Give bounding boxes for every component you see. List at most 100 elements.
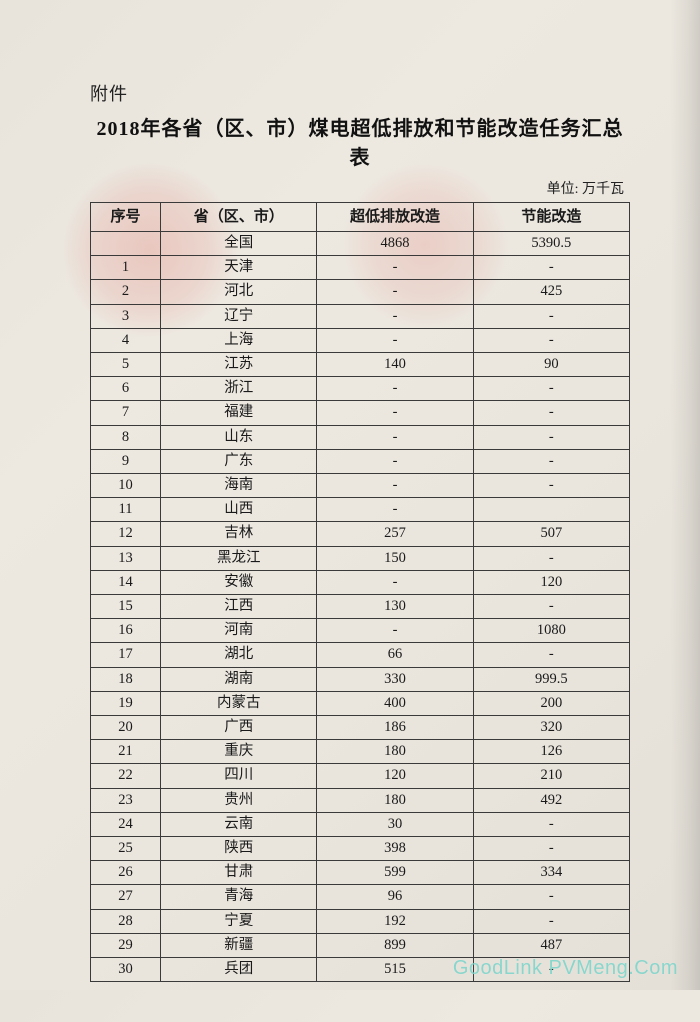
cell-ultralow: 400 xyxy=(317,691,473,715)
cell-province: 江西 xyxy=(161,595,317,619)
cell-energy: - xyxy=(473,449,629,473)
cell-ultralow: - xyxy=(317,304,473,328)
table-row: 5江苏14090 xyxy=(91,353,630,377)
table-row: 12吉林257507 xyxy=(91,522,630,546)
cell-energy: - xyxy=(473,304,629,328)
data-table: 序号 省（区、市） 超低排放改造 节能改造 全国48685390.51天津--2… xyxy=(90,202,630,982)
cell-index: 25 xyxy=(91,837,161,861)
cell-index: 30 xyxy=(91,958,161,982)
cell-ultralow: - xyxy=(317,619,473,643)
cell-index: 4 xyxy=(91,328,161,352)
cell-index: 13 xyxy=(91,546,161,570)
table-row: 7福建-- xyxy=(91,401,630,425)
cell-ultralow: - xyxy=(317,328,473,352)
cell-index: 23 xyxy=(91,788,161,812)
table-row: 11山西- xyxy=(91,498,630,522)
cell-province: 贵州 xyxy=(161,788,317,812)
cell-ultralow: - xyxy=(317,474,473,498)
cell-province: 福建 xyxy=(161,401,317,425)
cell-index: 8 xyxy=(91,425,161,449)
table-row: 20广西186320 xyxy=(91,716,630,740)
cell-index: 22 xyxy=(91,764,161,788)
cell-energy: 90 xyxy=(473,353,629,377)
cell-ultralow: 192 xyxy=(317,909,473,933)
table-row: 10海南-- xyxy=(91,474,630,498)
cell-province: 宁夏 xyxy=(161,909,317,933)
cell-energy: - xyxy=(473,837,629,861)
table-row: 25陕西398- xyxy=(91,837,630,861)
table-row: 8山东-- xyxy=(91,425,630,449)
cell-ultralow: - xyxy=(317,401,473,425)
cell-ultralow: 30 xyxy=(317,812,473,836)
table-row: 13黑龙江150- xyxy=(91,546,630,570)
cell-energy: - xyxy=(473,474,629,498)
cell-province: 青海 xyxy=(161,885,317,909)
cell-province: 内蒙古 xyxy=(161,691,317,715)
cell-index: 16 xyxy=(91,619,161,643)
cell-energy: - xyxy=(473,909,629,933)
cell-ultralow: - xyxy=(317,256,473,280)
cell-province: 山西 xyxy=(161,498,317,522)
cell-province: 兵团 xyxy=(161,958,317,982)
cell-index: 28 xyxy=(91,909,161,933)
cell-ultralow: 150 xyxy=(317,546,473,570)
cell-energy: - xyxy=(473,643,629,667)
cell-energy: - xyxy=(473,401,629,425)
cell-index: 17 xyxy=(91,643,161,667)
cell-province: 江苏 xyxy=(161,353,317,377)
cell-province: 浙江 xyxy=(161,377,317,401)
table-row: 2河北-425 xyxy=(91,280,630,304)
cell-province: 全国 xyxy=(161,232,317,256)
cell-index: 3 xyxy=(91,304,161,328)
cell-ultralow: 186 xyxy=(317,716,473,740)
table-row: 15江西130- xyxy=(91,595,630,619)
cell-energy: 126 xyxy=(473,740,629,764)
cell-ultralow: 180 xyxy=(317,788,473,812)
cell-province: 安徽 xyxy=(161,570,317,594)
cell-ultralow: 120 xyxy=(317,764,473,788)
cell-index: 19 xyxy=(91,691,161,715)
cell-ultralow: 180 xyxy=(317,740,473,764)
document-page: 附件 2018年各省（区、市）煤电超低排放和节能改造任务汇总表 单位: 万千瓦 … xyxy=(0,0,700,1022)
table-row: 27青海96- xyxy=(91,885,630,909)
cell-province: 新疆 xyxy=(161,933,317,957)
cell-province: 上海 xyxy=(161,328,317,352)
col-header-ultralow: 超低排放改造 xyxy=(317,203,473,232)
cell-energy: 210 xyxy=(473,764,629,788)
cell-province: 辽宁 xyxy=(161,304,317,328)
cell-ultralow: - xyxy=(317,377,473,401)
cell-energy: 5390.5 xyxy=(473,232,629,256)
cell-energy: 334 xyxy=(473,861,629,885)
cell-index: 18 xyxy=(91,667,161,691)
cell-ultralow: 330 xyxy=(317,667,473,691)
table-row: 16河南-1080 xyxy=(91,619,630,643)
attachment-label: 附件 xyxy=(90,80,630,106)
cell-province: 广西 xyxy=(161,716,317,740)
cell-energy xyxy=(473,498,629,522)
table-row: 23贵州180492 xyxy=(91,788,630,812)
cell-ultralow: 66 xyxy=(317,643,473,667)
cell-index: 14 xyxy=(91,570,161,594)
cell-index: 24 xyxy=(91,812,161,836)
cell-index: 20 xyxy=(91,716,161,740)
cell-energy: 320 xyxy=(473,716,629,740)
cell-index: 7 xyxy=(91,401,161,425)
cell-energy: 120 xyxy=(473,570,629,594)
cell-index: 10 xyxy=(91,474,161,498)
table-row: 3辽宁-- xyxy=(91,304,630,328)
cell-energy: 487 xyxy=(473,933,629,957)
col-header-energy: 节能改造 xyxy=(473,203,629,232)
cell-index: 26 xyxy=(91,861,161,885)
cell-energy: - xyxy=(473,885,629,909)
cell-index: 6 xyxy=(91,377,161,401)
table-row: 6浙江-- xyxy=(91,377,630,401)
table-row: 28宁夏192- xyxy=(91,909,630,933)
cell-ultralow: - xyxy=(317,449,473,473)
cell-index: 9 xyxy=(91,449,161,473)
cell-energy: - xyxy=(473,328,629,352)
cell-energy: - xyxy=(473,546,629,570)
cell-energy: 507 xyxy=(473,522,629,546)
cell-province: 湖南 xyxy=(161,667,317,691)
cell-province: 四川 xyxy=(161,764,317,788)
col-header-province: 省（区、市） xyxy=(161,203,317,232)
